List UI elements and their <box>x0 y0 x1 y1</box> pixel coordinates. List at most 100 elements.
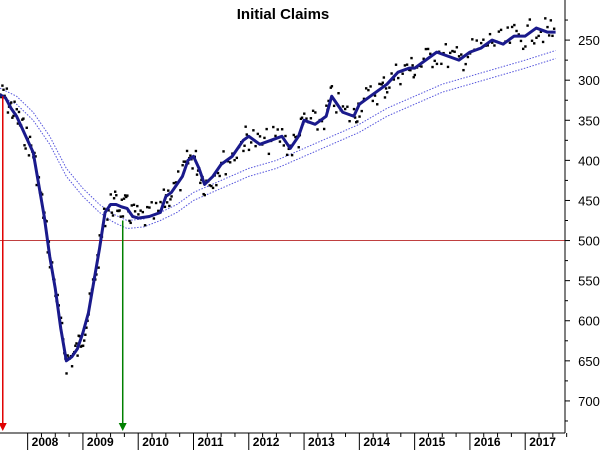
weekly-claims-point <box>210 184 213 188</box>
weekly-claims-point <box>256 132 260 136</box>
weekly-claims-point <box>394 63 398 66</box>
weekly-claims-point <box>413 73 417 77</box>
weekly-claims-point <box>215 183 218 187</box>
weekly-claims-point <box>211 186 215 190</box>
weekly-claims-point <box>332 104 336 108</box>
weekly-claims-point <box>150 201 153 204</box>
weekly-claims-point <box>154 201 158 205</box>
weekly-claims-point <box>305 117 308 120</box>
weekly-claims-point <box>16 122 20 125</box>
weekly-claims-point <box>141 210 145 214</box>
weekly-claims-point <box>208 184 211 187</box>
weekly-claims-point <box>451 49 454 53</box>
x-year-label: 2008 <box>32 435 59 449</box>
weekly-claims-point <box>409 68 412 72</box>
weekly-claims-point <box>371 99 375 103</box>
weekly-claims-point <box>431 65 434 69</box>
weekly-claims-point <box>282 144 286 147</box>
weekly-claims-point <box>224 173 227 176</box>
weekly-claims-point <box>129 221 132 225</box>
weekly-claims-point <box>10 101 13 104</box>
weekly-claims-point <box>491 41 494 44</box>
weekly-claims-point <box>426 47 430 51</box>
weekly-claims-point <box>6 111 10 114</box>
weekly-claims-point <box>267 152 271 156</box>
weekly-claims-point <box>424 47 428 51</box>
weekly-claims-point <box>24 147 27 150</box>
arrow-head <box>118 423 127 431</box>
weekly-claims-point <box>157 209 160 213</box>
weekly-claims-point <box>27 154 31 157</box>
weekly-claims-point <box>403 64 407 67</box>
y-tick-label: 700 <box>578 394 600 409</box>
weekly-claims-point <box>314 111 317 114</box>
weekly-claims-point <box>143 224 147 227</box>
weekly-claims-point <box>552 27 556 30</box>
weekly-claims-point <box>524 45 527 48</box>
weekly-claims-point <box>249 141 253 144</box>
weekly-claims-point <box>322 127 326 131</box>
weekly-claims-point <box>136 204 139 208</box>
weekly-claims-point <box>35 183 38 187</box>
weekly-claims-point <box>233 158 236 162</box>
weekly-claims-point <box>106 218 109 221</box>
weekly-claims-point <box>399 82 402 86</box>
weekly-claims-point <box>411 64 414 67</box>
weekly-claims-point <box>364 87 368 90</box>
weekly-claims-point <box>56 293 59 297</box>
weekly-claims-point <box>388 86 391 89</box>
y-tick-label: 600 <box>578 314 600 329</box>
weekly-claims-point <box>216 171 220 175</box>
weekly-claims-point <box>81 344 85 347</box>
weekly-claims-point <box>218 174 221 178</box>
weekly-claims-point <box>276 128 279 131</box>
weekly-claims-point <box>311 109 315 113</box>
weekly-claims-point <box>48 266 52 269</box>
weekly-claims-point <box>133 210 137 213</box>
weekly-claims-point <box>385 91 389 94</box>
weekly-claims-point <box>242 149 245 153</box>
weekly-claims-point <box>367 88 370 92</box>
weekly-claims-point <box>420 65 423 68</box>
weekly-claims-point <box>165 201 169 204</box>
weekly-claims-point <box>401 72 404 75</box>
arrow-layer <box>0 96 127 431</box>
weekly-claims-point <box>381 81 384 84</box>
weekly-claims-point <box>380 83 383 86</box>
weekly-claims-point <box>460 53 463 56</box>
weekly-claims-point <box>412 76 415 79</box>
weekly-claims-point <box>499 28 503 32</box>
x-year-label: 2012 <box>253 435 280 449</box>
weekly-claims-point <box>392 78 396 81</box>
weekly-claims-point <box>297 146 300 149</box>
weekly-claims-point <box>517 33 520 36</box>
weekly-claims-point <box>300 116 304 119</box>
weekly-claims-point <box>462 68 465 72</box>
weekly-claims-point <box>104 224 107 228</box>
x-year-label: 2017 <box>529 435 556 449</box>
weekly-claims-point <box>316 128 319 131</box>
y-tick-label: 350 <box>578 113 600 128</box>
weekly-claims-point <box>41 193 44 196</box>
weekly-claims-point <box>121 215 125 218</box>
weekly-claims-point <box>196 169 200 172</box>
weekly-claims-point <box>519 39 523 43</box>
x-year-label: 2010 <box>142 435 169 449</box>
weekly-claims-point <box>2 88 5 91</box>
weekly-claims-point <box>228 161 232 164</box>
weekly-claims-point <box>272 125 275 129</box>
weekly-claims-point <box>170 195 173 198</box>
weekly-claims-point <box>440 62 443 66</box>
weekly-claims-point <box>290 153 294 157</box>
weekly-claims-point <box>15 108 18 111</box>
weekly-claims-point <box>88 292 91 295</box>
weekly-claims-point <box>464 62 467 66</box>
weekly-claims-point <box>128 219 131 223</box>
weekly-claims-point <box>172 181 175 185</box>
weekly-claims-point <box>457 55 461 58</box>
weekly-claims-point <box>13 100 16 103</box>
weekly-claims-point <box>110 211 114 214</box>
weekly-claims-point <box>76 354 79 357</box>
weekly-claims-point <box>528 18 532 21</box>
